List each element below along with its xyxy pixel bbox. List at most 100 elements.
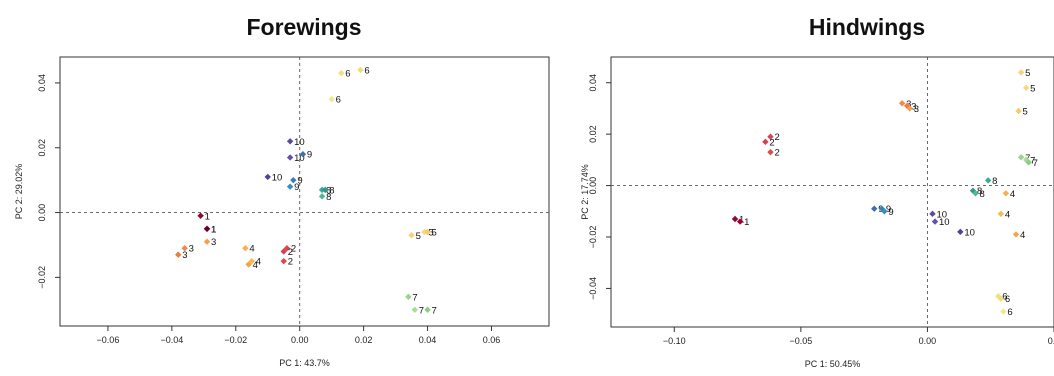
data-point	[881, 208, 888, 215]
point-label: 10	[964, 227, 975, 238]
data-point	[357, 66, 364, 74]
data-point	[767, 133, 774, 140]
point-label: 3	[182, 250, 187, 261]
data-point	[898, 100, 906, 107]
point-label: 6	[1002, 292, 1007, 303]
point-label: 9	[294, 182, 299, 193]
chart-title: Forewings	[246, 14, 361, 40]
point-label: 6	[364, 65, 369, 76]
data-point	[328, 95, 335, 103]
point-label: 3	[914, 104, 919, 115]
x-tick-label: −0.10	[663, 336, 686, 346]
point-label: 6	[336, 95, 341, 106]
y-axis-label: PC 2: 29.02%	[14, 164, 24, 220]
data-point	[175, 251, 182, 258]
point-label: 8	[326, 185, 331, 196]
point-label: 9	[886, 204, 891, 215]
data-point	[903, 102, 911, 110]
data-point	[929, 210, 936, 218]
point-label: 10	[272, 172, 283, 183]
data-point	[322, 186, 329, 194]
point-label: 2	[774, 132, 779, 143]
point-label: 7	[419, 305, 424, 316]
data-point	[1015, 107, 1022, 115]
point-label: 8	[326, 192, 331, 203]
point-label: 2	[774, 148, 779, 159]
x-axis-label: PC 1: 43.7%	[279, 358, 330, 368]
data-point	[997, 295, 1005, 302]
data-point	[280, 257, 287, 265]
y-tick-label: 0.02	[37, 139, 47, 157]
data-point	[972, 190, 979, 197]
chart-title: Hindwings	[809, 14, 925, 40]
data-point	[286, 183, 294, 190]
point-label: 5	[1030, 83, 1035, 94]
data-point	[931, 218, 939, 225]
x-tick-label: 0.0	[1048, 336, 1054, 346]
point-label: 1	[205, 211, 210, 222]
data-point	[318, 193, 326, 200]
data-point	[762, 138, 769, 146]
data-point	[997, 210, 1005, 218]
y-tick-label: 0.04	[588, 74, 598, 92]
point-label: 5	[432, 228, 437, 239]
point-label: 5	[416, 231, 421, 242]
y-tick-label: −0.02	[588, 226, 598, 249]
plot-frame	[610, 56, 1054, 328]
point-label: 9	[307, 150, 312, 161]
plot-frame	[59, 56, 550, 327]
point-label: 9	[297, 176, 302, 187]
point-label: 10	[936, 209, 947, 220]
data-point	[248, 257, 255, 265]
forewings-panel: Forewings −0.06 −0.04 −0.02 0.00 0.02 0.04 0.06…	[14, 14, 550, 368]
data-point	[264, 173, 271, 181]
point-label: 1	[744, 217, 749, 228]
point-label: 8	[992, 176, 997, 187]
point-label: 6	[345, 69, 350, 80]
data-point	[1022, 84, 1030, 92]
point-label: 7	[1030, 155, 1035, 166]
point-label: 10	[939, 217, 950, 228]
x-tick-label: −0.06	[97, 335, 120, 345]
point-label: 2	[288, 257, 293, 268]
point-label: 5	[1023, 107, 1028, 118]
x-axis-label: PC 1: 50.45%	[805, 359, 861, 369]
data-point	[1017, 154, 1025, 161]
point-label: 4	[253, 260, 258, 271]
data-point	[1000, 308, 1007, 315]
point-label: 2	[288, 247, 293, 258]
point-label: 4	[256, 257, 261, 268]
data-point	[957, 228, 964, 236]
point-label: 3	[211, 237, 216, 248]
data-point	[878, 205, 886, 212]
data-point	[424, 228, 431, 236]
x-tick-label: −0.02	[224, 335, 247, 345]
hindwings-panel: Hindwings −0.10 −0.05 0.00 0.0 −0.04 −0.02 0.00…	[580, 14, 1054, 369]
data-point	[203, 238, 211, 245]
point-label: 1	[211, 224, 216, 235]
data-point	[969, 187, 977, 194]
data-point	[197, 212, 204, 220]
point-label: 8	[977, 186, 982, 197]
point-label: 6	[1007, 307, 1012, 318]
point-label: 4	[249, 244, 254, 255]
data-point	[280, 248, 287, 255]
data-point	[411, 306, 418, 313]
y-tick-label: −0.02	[37, 266, 47, 289]
point-label: 1	[211, 224, 216, 235]
point-label: 2	[769, 137, 774, 148]
point-label: 8	[329, 185, 334, 196]
y-axis-label: PC 2: 17.74%	[580, 164, 590, 220]
y-tick-label: 0.00	[37, 204, 47, 222]
x-tick-label: 0.02	[355, 335, 373, 345]
data-point	[203, 225, 211, 232]
data-point	[731, 215, 739, 223]
data-point	[767, 148, 774, 156]
point-label: 3	[189, 244, 194, 255]
y-tick-label: 0.00	[588, 177, 598, 195]
data-point	[736, 218, 744, 225]
data-point	[408, 232, 415, 239]
point-label: 7	[412, 292, 417, 303]
data-point	[245, 261, 252, 268]
